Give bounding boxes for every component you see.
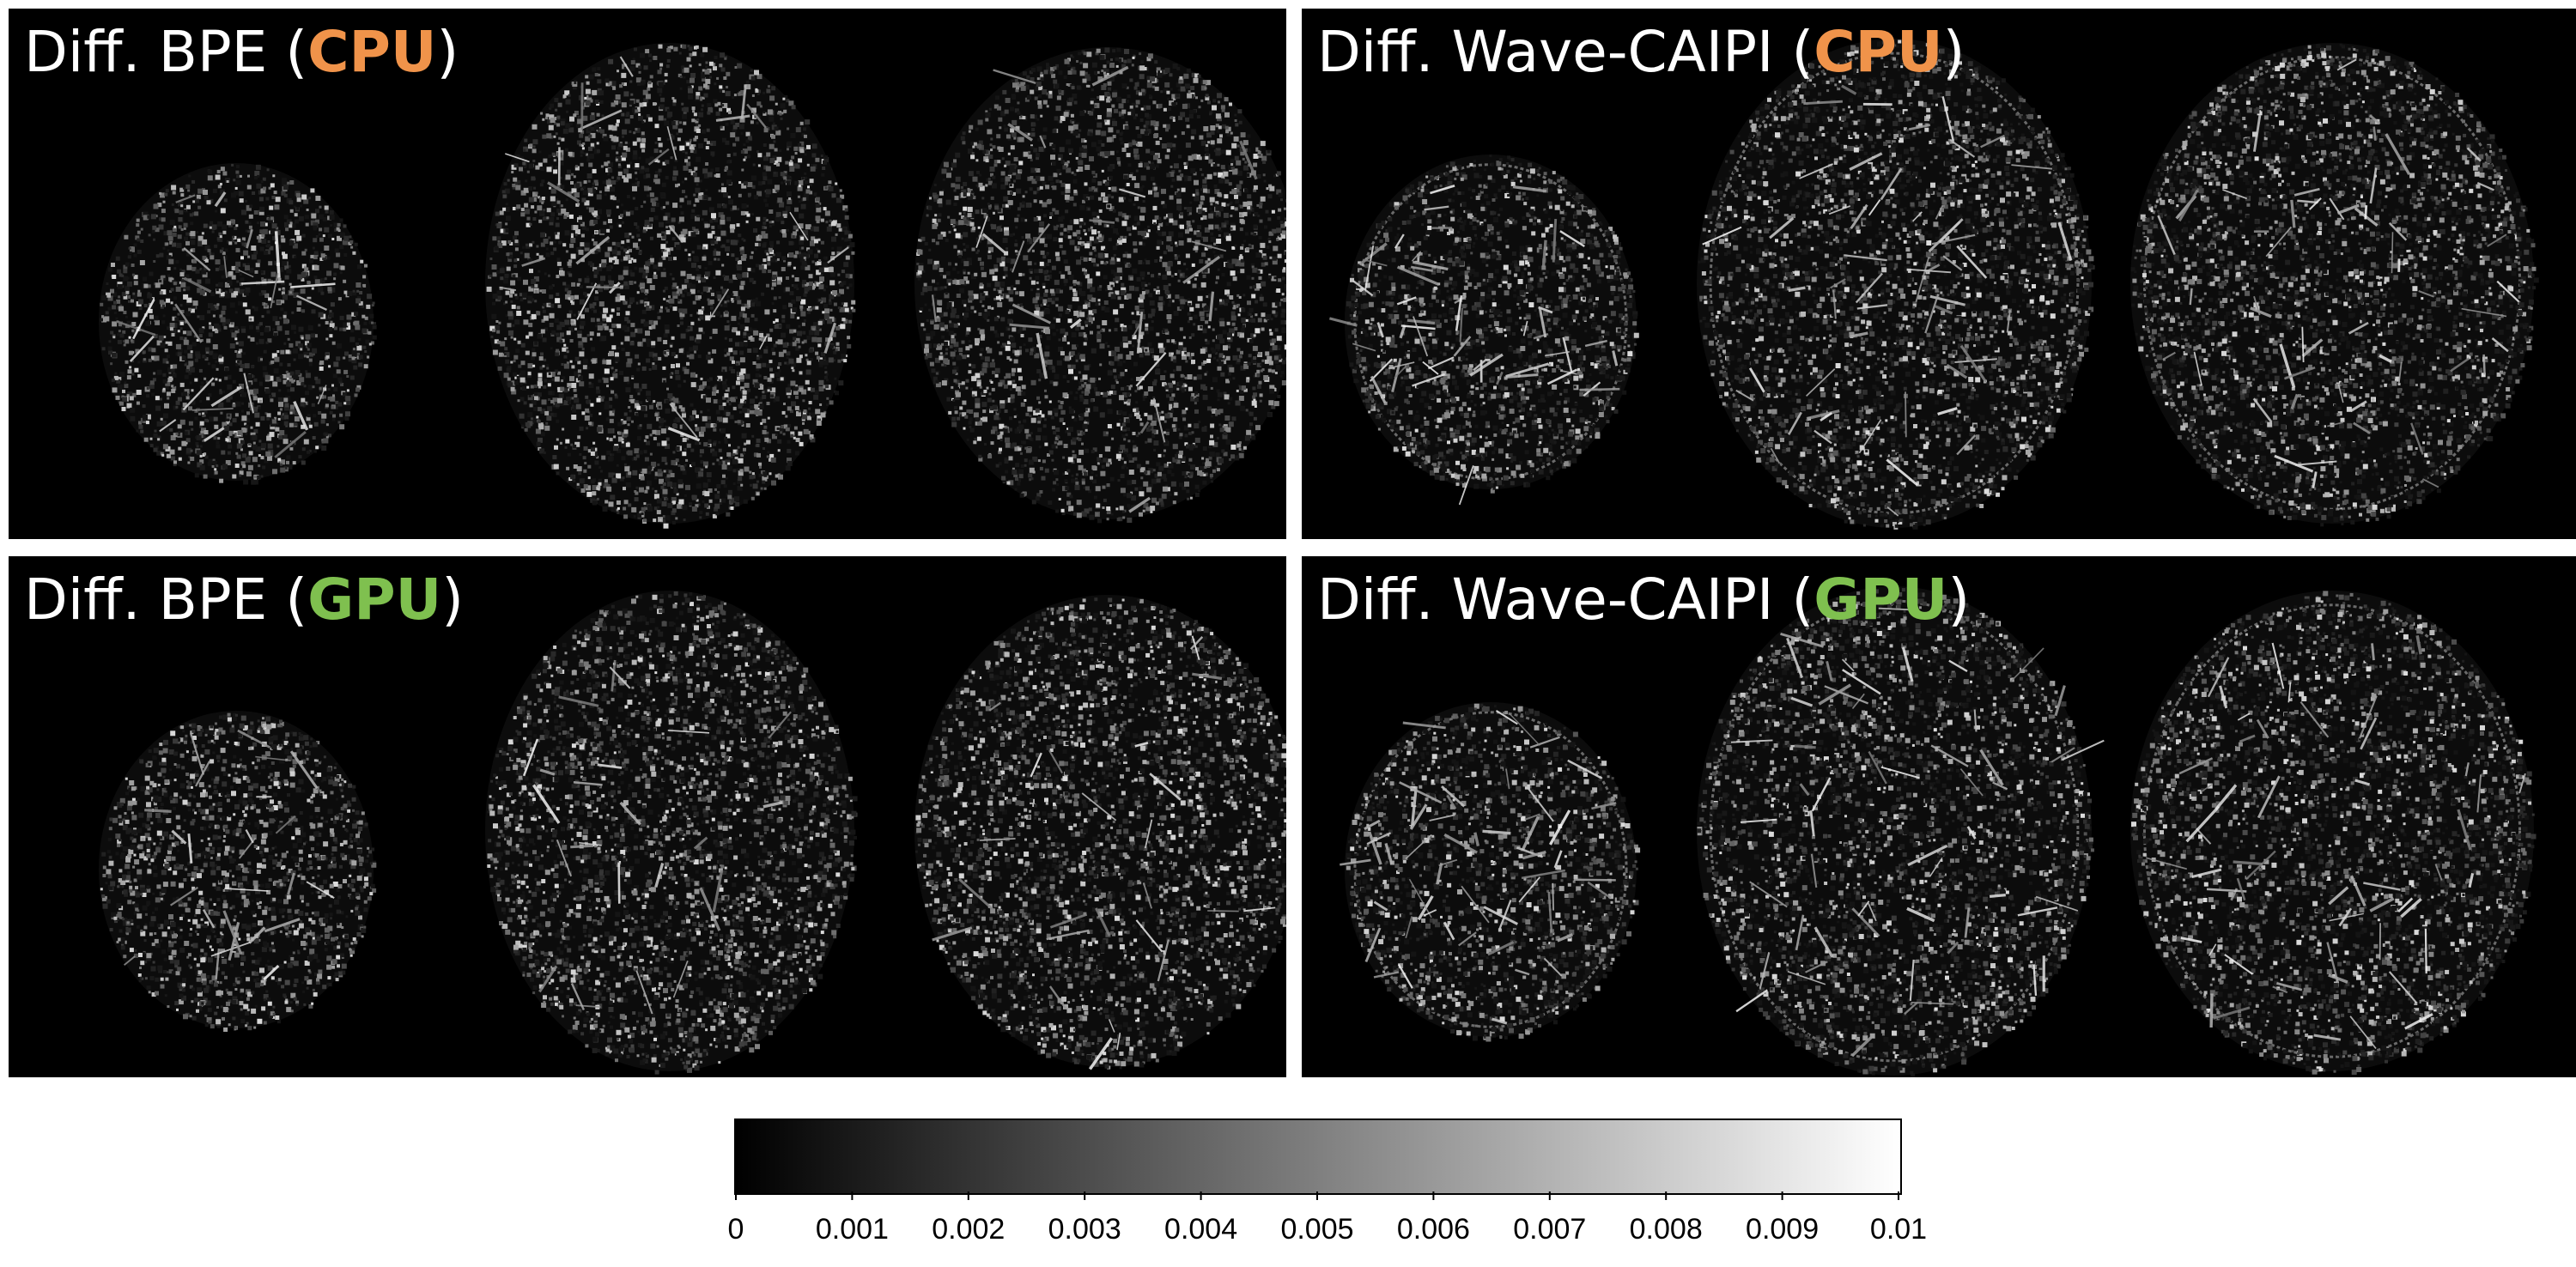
title-highlight-cpu: CPU xyxy=(307,19,436,85)
panel-bpe-gpu: Diff. BPE (GPU) xyxy=(9,556,1286,1077)
title-highlight-cpu: CPU xyxy=(1814,19,1942,85)
brain-slice xyxy=(99,711,377,1032)
panel-bpe-cpu: Diff. BPE (CPU) xyxy=(9,9,1286,539)
brain-slice xyxy=(914,47,1286,524)
colorbar-tick-label: 0.004 xyxy=(1164,1213,1237,1246)
panel-title: Diff. Wave-CAIPI (GPU) xyxy=(1317,572,1970,628)
title-prefix: Diff. Wave-CAIPI ( xyxy=(1317,19,1814,85)
brain-slices-image xyxy=(1340,586,2537,1077)
brain-slice xyxy=(1340,702,1641,1042)
title-suffix: ) xyxy=(441,567,464,633)
colorbar-ticks xyxy=(735,1191,1899,1200)
panel-title: Diff. Wave-CAIPI (CPU) xyxy=(1317,24,1965,81)
colorbar-tick-label: 0.008 xyxy=(1630,1213,1703,1246)
colorbar-tick-label: 0.003 xyxy=(1048,1213,1121,1246)
brain-slice xyxy=(485,591,858,1075)
title-highlight-gpu: GPU xyxy=(307,567,441,633)
brain-slice xyxy=(2130,43,2539,527)
panel-wave-cpu: Diff. Wave-CAIPI (CPU) xyxy=(1302,9,2576,539)
brain-slices-image xyxy=(1329,39,2539,530)
colorbar-tick-label: 0.01 xyxy=(1870,1213,1927,1246)
brain-slice xyxy=(485,43,856,529)
brain-slices-image xyxy=(99,43,1286,529)
brain-slice xyxy=(1329,155,1639,506)
panel-title: Diff. BPE (CPU) xyxy=(24,24,459,81)
colorbar xyxy=(734,1118,1902,1195)
panel-title: Diff. BPE (GPU) xyxy=(24,572,464,628)
title-highlight-gpu: GPU xyxy=(1814,567,1947,633)
title-prefix: Diff. BPE ( xyxy=(24,567,307,633)
brain-slice xyxy=(2130,591,2537,1076)
colorbar-tick-label: 0.002 xyxy=(932,1213,1005,1246)
brain-slice xyxy=(914,595,1286,1070)
title-prefix: Diff. Wave-CAIPI ( xyxy=(1317,567,1814,633)
title-suffix: ) xyxy=(437,19,459,85)
colorbar-tick-label: 0 xyxy=(728,1213,744,1246)
title-suffix: ) xyxy=(1947,567,1970,633)
colorbar-tick-label: 0.006 xyxy=(1397,1213,1470,1246)
brain-slices-image xyxy=(99,591,1286,1075)
brain-slice xyxy=(1697,586,2105,1077)
brain-slice xyxy=(99,163,377,485)
colorbar-tick-label: 0.005 xyxy=(1280,1213,1353,1246)
title-suffix: ) xyxy=(1943,19,1965,85)
brain-slice xyxy=(1697,39,2095,530)
colorbar-tick-label: 0.007 xyxy=(1513,1213,1586,1246)
panel-wave-gpu: Diff. Wave-CAIPI (GPU) xyxy=(1302,556,2576,1077)
colorbar-tick-label: 0.009 xyxy=(1746,1213,1819,1246)
title-prefix: Diff. BPE ( xyxy=(24,19,307,85)
colorbar-tick-label: 0.001 xyxy=(816,1213,889,1246)
